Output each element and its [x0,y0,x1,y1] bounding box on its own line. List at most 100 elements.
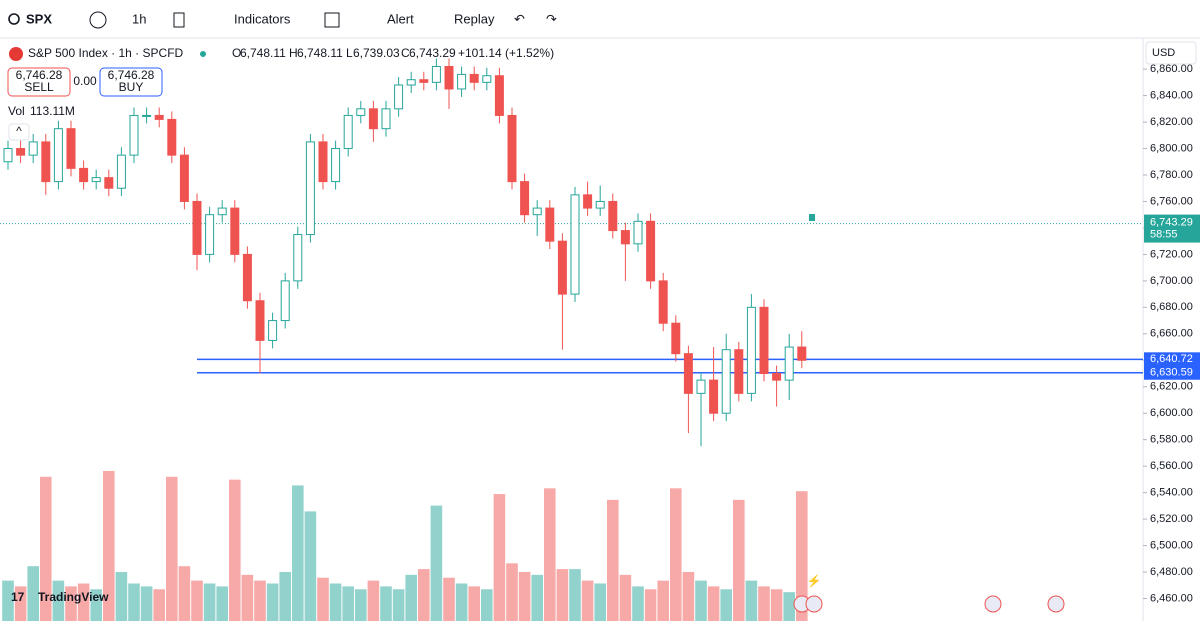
legend-title: S&P 500 Index · 1h · SPCFD [28,46,184,60]
candle-body [66,128,76,169]
candle-body [167,118,177,156]
candle-body [79,167,89,183]
buy-price[interactable]: 6,746.28 [108,68,155,82]
alert[interactable]: Alert [387,11,414,26]
volume-bar [178,566,191,621]
candle-body [356,108,366,116]
candle-body [3,148,13,163]
candle-body [53,128,63,183]
close-value: 6,743.29 [409,46,456,60]
candle-body [318,141,328,183]
replay[interactable]: Replay [454,11,495,26]
candle-body [28,141,38,156]
buy-label[interactable]: BUY [119,80,144,94]
volume-bar [745,580,758,621]
close-label: C [401,46,410,60]
interval[interactable]: 1h [132,11,146,26]
candle-body [494,75,504,116]
candle-body [709,379,719,414]
chart-type[interactable] [173,12,185,28]
candle-body [457,73,467,90]
volume-bar [317,577,329,621]
volume-bar [455,583,468,621]
y-tick-label: 6,500.00 [1150,539,1193,551]
undo[interactable]: ↶ [514,11,525,26]
sell-label[interactable]: SELL [24,80,54,94]
symbol[interactable]: SPX [26,11,52,26]
event-flag[interactable] [1047,595,1065,613]
open-label: O [232,46,241,60]
y-tick-label: 6,660.00 [1150,328,1193,340]
change: +101.14 (+1.52%) [458,46,554,60]
y-tick-label: 6,720.00 [1150,248,1193,260]
high-value: 6,748.11 [297,46,343,60]
candle-body [797,346,807,361]
sell-button[interactable] [7,67,71,97]
collapse-icon[interactable]: ^ [16,124,22,138]
candle-body [343,114,353,150]
indicators[interactable]: Indicators [234,11,291,26]
candle-body [482,75,492,83]
volume-bar [405,574,417,621]
candle-body [230,207,240,255]
volume-bar [758,586,770,621]
candle-body [394,84,404,110]
y-tick-label: 6,540.00 [1150,487,1193,499]
volume-bar [241,574,254,621]
low-label: L [346,46,353,60]
candle-body [154,114,164,120]
buy-button[interactable] [99,67,163,97]
marker [809,214,815,221]
volume-bar [418,569,430,621]
symbol-logo [9,47,23,61]
volume-bar [770,589,783,621]
volume-bar [40,476,52,621]
event-flag[interactable] [984,595,1002,613]
candle-body [268,320,278,341]
candle-body [444,65,454,90]
volume-bar [216,586,228,621]
redo[interactable]: ↷ [546,11,557,26]
event-icon[interactable]: ⚡ [807,574,822,588]
high-label: H [289,46,298,60]
volume-bar [279,571,291,621]
sell-price[interactable]: 6,746.28 [16,68,63,82]
y-tick-label: 6,800.00 [1150,142,1193,154]
candle-body [293,234,303,282]
candle-body [419,79,429,83]
volume-bar [140,586,153,621]
candle-body [280,280,290,322]
y-tick-label: 6,680.00 [1150,301,1193,313]
candle-body [16,148,26,156]
volume-bar [733,499,745,621]
volume-bar [77,583,90,621]
level-label-box [1144,365,1200,380]
volume-bar [292,485,304,621]
y-tick-label: 6,520.00 [1150,513,1193,525]
open-value: 6,748.11 [240,46,286,60]
volume-bar [14,586,27,621]
volume-bar [203,583,216,621]
currency[interactable]: USD [1152,47,1175,59]
y-tick-label: 6,860.00 [1150,63,1193,75]
candle-body [217,207,227,216]
collapse-button[interactable] [8,123,30,141]
candle-body [759,306,769,375]
volume-bar [518,571,531,621]
volume-bar [619,574,632,621]
search-icon[interactable] [8,13,20,25]
volume-bar [594,583,606,621]
volume-bar [796,491,808,621]
candle-body [368,108,378,130]
volume-bar [115,571,128,621]
volume-bar [695,580,707,621]
volume-bar [2,580,14,621]
candle-body [142,114,152,117]
volume-bar [52,580,65,621]
candle-body [633,220,643,245]
currency-box[interactable] [1145,41,1197,65]
event-flag[interactable] [805,595,823,613]
add-symbol[interactable] [89,11,107,29]
layouts[interactable] [324,12,340,28]
